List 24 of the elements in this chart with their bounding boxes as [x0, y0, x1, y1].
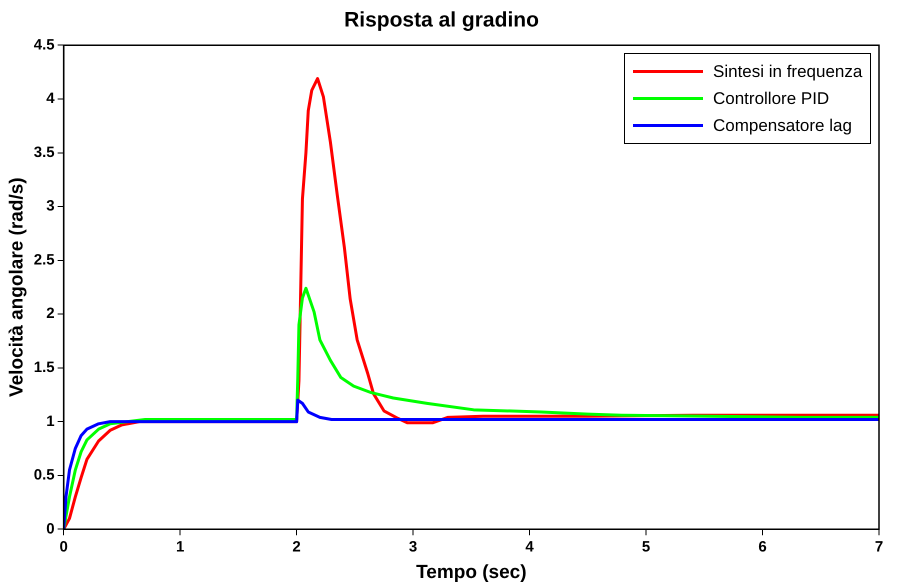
y-tick-label: 4 — [46, 90, 56, 108]
y-tick-label: 0.5 — [34, 466, 55, 484]
y-tick-label: 4.5 — [34, 36, 55, 54]
x-tick-label: 0 — [59, 538, 68, 556]
legend-label: Compensatore lag — [713, 116, 852, 136]
y-tick-label: 2.5 — [34, 251, 55, 268]
chart-title: Risposta al gradino — [344, 8, 539, 32]
x-tick-label: 4 — [525, 538, 534, 556]
y-tick-label: 0 — [46, 520, 55, 538]
x-axis-title: Tempo (sec) — [416, 562, 527, 583]
y-axis-title: Velocità angolare (rad/s) — [6, 177, 28, 398]
y-tick-label: 1.5 — [34, 359, 55, 376]
legend-label: Controllore PID — [713, 88, 830, 109]
x-tick-label: 2 — [292, 538, 301, 556]
x-tick-label: 3 — [408, 538, 418, 556]
x-tick-label: 5 — [642, 538, 650, 556]
y-tick-label: 1 — [46, 412, 55, 430]
y-tick-label: 3 — [46, 198, 55, 215]
x-tick-label: 1 — [176, 538, 184, 556]
y-tick-label: 2 — [46, 305, 55, 322]
y-tick-label: 3.5 — [34, 144, 55, 161]
legend-label: Sintesi in frequenza — [713, 62, 862, 82]
x-tick-label: 7 — [874, 538, 884, 556]
x-tick-label: 6 — [758, 538, 767, 556]
